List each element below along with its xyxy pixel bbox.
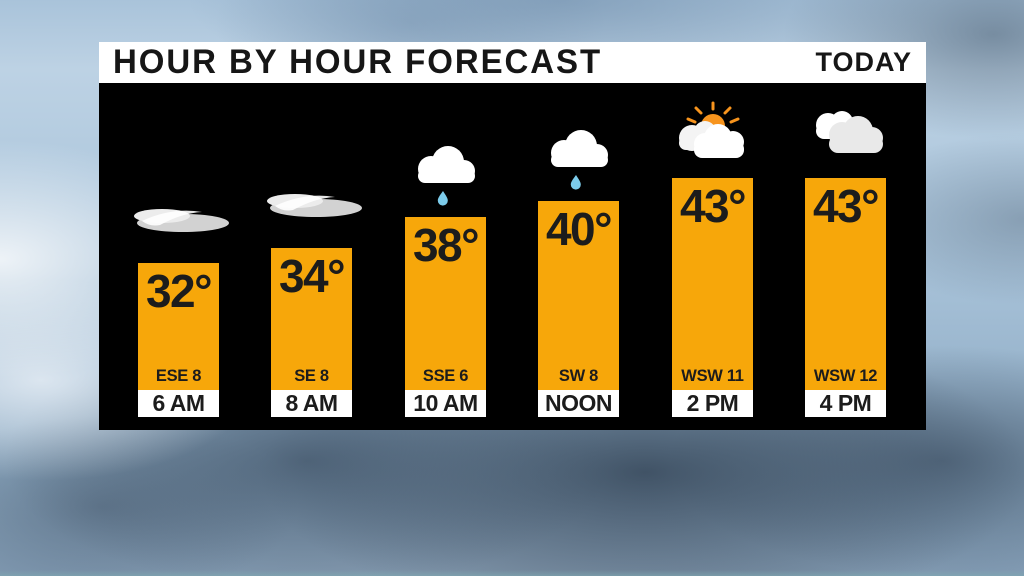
fog-icon xyxy=(133,209,229,232)
forecast-column: 32° ESE 8 6 AM xyxy=(133,203,229,417)
temperature-label: 43° xyxy=(679,180,747,232)
temperature-bar: 43° WSW 12 xyxy=(805,178,886,390)
today-badge: TODAY xyxy=(815,47,912,77)
forecast-column: 43° WSW 12 4 PM xyxy=(805,109,886,417)
partly-sunny-icon xyxy=(678,101,744,158)
time-label: 8 AM xyxy=(271,390,352,417)
wind-label: SE 8 xyxy=(294,367,329,385)
temperature-bar: 38° SSE 6 xyxy=(405,217,486,390)
cloudy-icon xyxy=(815,111,883,153)
temperature-label: 34° xyxy=(278,250,346,302)
time-label: 4 PM xyxy=(805,390,886,417)
forecast-board: 32° ESE 8 6 AM 34° SE 8 8 AM 38° SSE 6 1… xyxy=(99,83,926,430)
forecast-column: 43° WSW 11 2 PM xyxy=(672,101,753,417)
header-bar: HOUR BY HOUR FORECAST TODAY xyxy=(99,42,926,83)
wind-label: WSW 11 xyxy=(681,367,744,385)
time-label: 2 PM xyxy=(672,390,753,417)
temperature-label: 38° xyxy=(412,219,480,271)
rain-icon xyxy=(417,146,475,206)
wind-label: ESE 8 xyxy=(155,367,202,385)
temperature-bar: 32° ESE 8 xyxy=(138,263,219,390)
fog-icon xyxy=(266,194,362,217)
rain-icon xyxy=(550,130,608,190)
temperature-label: 32° xyxy=(145,265,213,317)
wind-label: SSE 6 xyxy=(422,367,469,385)
forecast-column: 38° SSE 6 10 AM xyxy=(405,143,486,417)
wind-label: WSW 12 xyxy=(813,367,878,385)
forecast-column: 34° SE 8 8 AM xyxy=(266,188,362,417)
temperature-label: 43° xyxy=(812,180,880,232)
temperature-bar: 43° WSW 11 xyxy=(672,178,753,390)
time-label: NOON xyxy=(538,390,619,417)
forecast-column: 40° SW 8 NOON xyxy=(538,127,619,417)
time-label: 6 AM xyxy=(138,390,219,417)
wind-label: SW 8 xyxy=(558,367,599,385)
time-label: 10 AM xyxy=(405,390,486,417)
temperature-bar: 34° SE 8 xyxy=(271,248,352,390)
temperature-label: 40° xyxy=(545,203,613,255)
page-title: HOUR BY HOUR FORECAST xyxy=(113,43,603,81)
temperature-bar: 40° SW 8 xyxy=(538,201,619,390)
